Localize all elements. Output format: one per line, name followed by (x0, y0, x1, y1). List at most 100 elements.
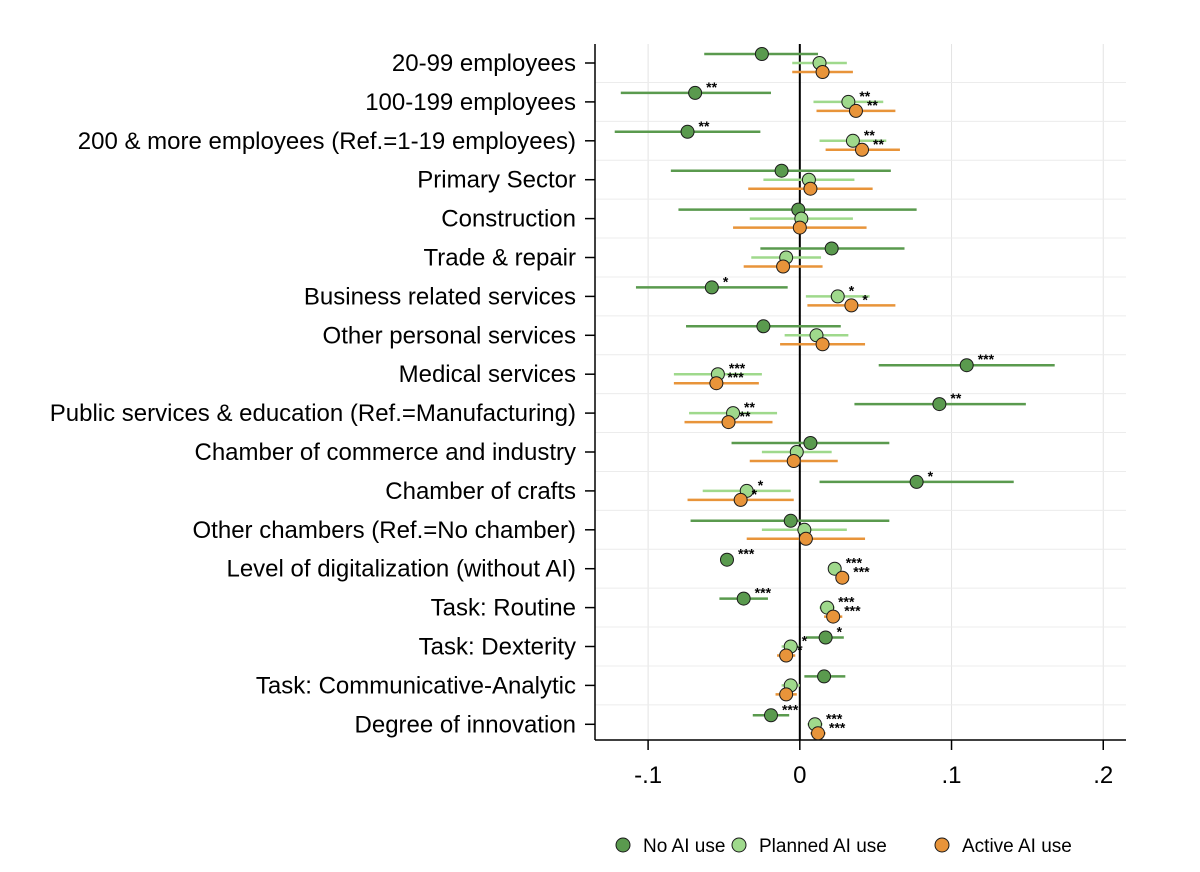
category-label: Degree of innovation (355, 711, 576, 738)
significance-stars: ** (699, 118, 710, 134)
gridlines (595, 44, 1126, 740)
significance-stars: *** (844, 603, 861, 619)
point-estimate (786, 454, 801, 468)
point-estimate (817, 669, 832, 684)
significance-stars: *** (838, 594, 855, 610)
axes (585, 44, 1126, 750)
significance-stars: *** (782, 701, 799, 717)
category-label: 200 & more employees (Ref.=1-19 employee… (78, 128, 576, 155)
point-estimate (844, 298, 859, 313)
category-label: Medical services (399, 361, 576, 388)
point-estimate (719, 552, 734, 567)
point-estimate (721, 415, 736, 430)
legend-label: Active AI use (962, 836, 1072, 857)
significance-stars: * (802, 633, 808, 649)
point-estimate (848, 103, 863, 118)
significance-stars: *** (729, 360, 746, 376)
point-estimate (688, 85, 703, 100)
category-label: 100-199 employees (365, 89, 576, 116)
legend-label: No AI use (643, 836, 725, 857)
category-label: Chamber of crafts (385, 478, 576, 505)
category-label: Level of digitalization (without AI) (226, 556, 576, 583)
point-estimate (855, 142, 870, 157)
significance-stars: * (928, 468, 934, 484)
legend-marker (731, 837, 747, 853)
point-estimate (932, 397, 947, 412)
x-tick-label: .2 (1093, 762, 1113, 789)
significance-stars: ** (744, 399, 755, 415)
point-estimate (815, 65, 830, 79)
significance-stars: *** (978, 351, 995, 367)
category-label: Task: Routine (431, 595, 576, 622)
point-estimate (826, 609, 841, 624)
legend-label: Planned AI use (759, 836, 887, 857)
point-estimate (733, 492, 748, 507)
significance-stars: ****************************************… (699, 79, 995, 735)
point-estimate (959, 358, 974, 373)
significance-stars: ** (740, 408, 751, 424)
significance-stars: ** (873, 136, 884, 152)
category-label: 20-99 employees (392, 50, 576, 77)
point-estimate (811, 726, 826, 741)
significance-stars: * (797, 642, 803, 658)
point-estimate (835, 570, 850, 585)
point-estimate (754, 47, 769, 61)
point-estimate (841, 94, 856, 109)
significance-stars: ** (867, 97, 878, 113)
significance-stars: *** (853, 564, 870, 580)
significance-stars: ** (864, 127, 875, 143)
point-estimate (803, 181, 818, 196)
x-tick-label: -.1 (634, 762, 662, 789)
legend-marker (934, 837, 950, 853)
point-estimates (680, 47, 974, 741)
significance-stars: *** (826, 710, 843, 726)
point-estimate (763, 708, 778, 723)
point-estimate (756, 319, 771, 334)
significance-stars: *** (829, 719, 846, 735)
significance-stars: ** (706, 79, 717, 95)
category-label: Task: Communicative-Analytic (256, 672, 576, 699)
point-estimate (792, 220, 807, 235)
point-estimate (779, 687, 794, 702)
significance-stars: * (723, 273, 729, 289)
legend-marker (615, 837, 631, 853)
point-estimate (779, 648, 794, 663)
significance-stars: * (752, 486, 758, 502)
point-estimate (736, 591, 751, 606)
significance-stars: ** (859, 88, 870, 104)
category-label: Public services & education (Ref.=Manufa… (50, 400, 576, 427)
x-tick-label: .1 (942, 762, 962, 789)
point-estimate (827, 561, 842, 576)
point-estimate (709, 376, 724, 391)
x-tick-label: 0 (793, 762, 806, 789)
point-estimate (680, 124, 695, 139)
x-tick-labels: -.1 0 .1 .2 (634, 762, 1113, 789)
point-estimate (803, 436, 818, 450)
point-estimate (704, 280, 719, 295)
significance-stars: * (849, 282, 855, 298)
point-estimate (776, 259, 791, 274)
point-estimate (818, 630, 833, 645)
significance-stars: * (758, 477, 764, 493)
significance-stars: * (837, 624, 843, 640)
category-label: Business related services (304, 283, 576, 310)
significance-stars: * (862, 291, 868, 307)
point-estimate (824, 241, 839, 256)
category-label: Chamber of commerce and industry (195, 439, 577, 466)
category-label: Other chambers (Ref.=No chamber) (193, 517, 576, 544)
point-estimate (909, 474, 924, 489)
significance-stars: *** (755, 585, 772, 601)
point-estimate (783, 513, 798, 528)
point-estimate (774, 163, 789, 178)
category-label: Construction (441, 206, 576, 233)
category-label: Other personal services (323, 322, 576, 349)
point-estimate (830, 289, 845, 304)
point-estimate (815, 337, 830, 352)
significance-stars: *** (846, 555, 863, 571)
category-label: Trade & repair (423, 245, 576, 272)
point-estimate (845, 133, 860, 148)
significance-stars: *** (738, 546, 755, 562)
category-label: Primary Sector (417, 167, 576, 194)
category-label: Task: Dexterity (419, 634, 576, 661)
